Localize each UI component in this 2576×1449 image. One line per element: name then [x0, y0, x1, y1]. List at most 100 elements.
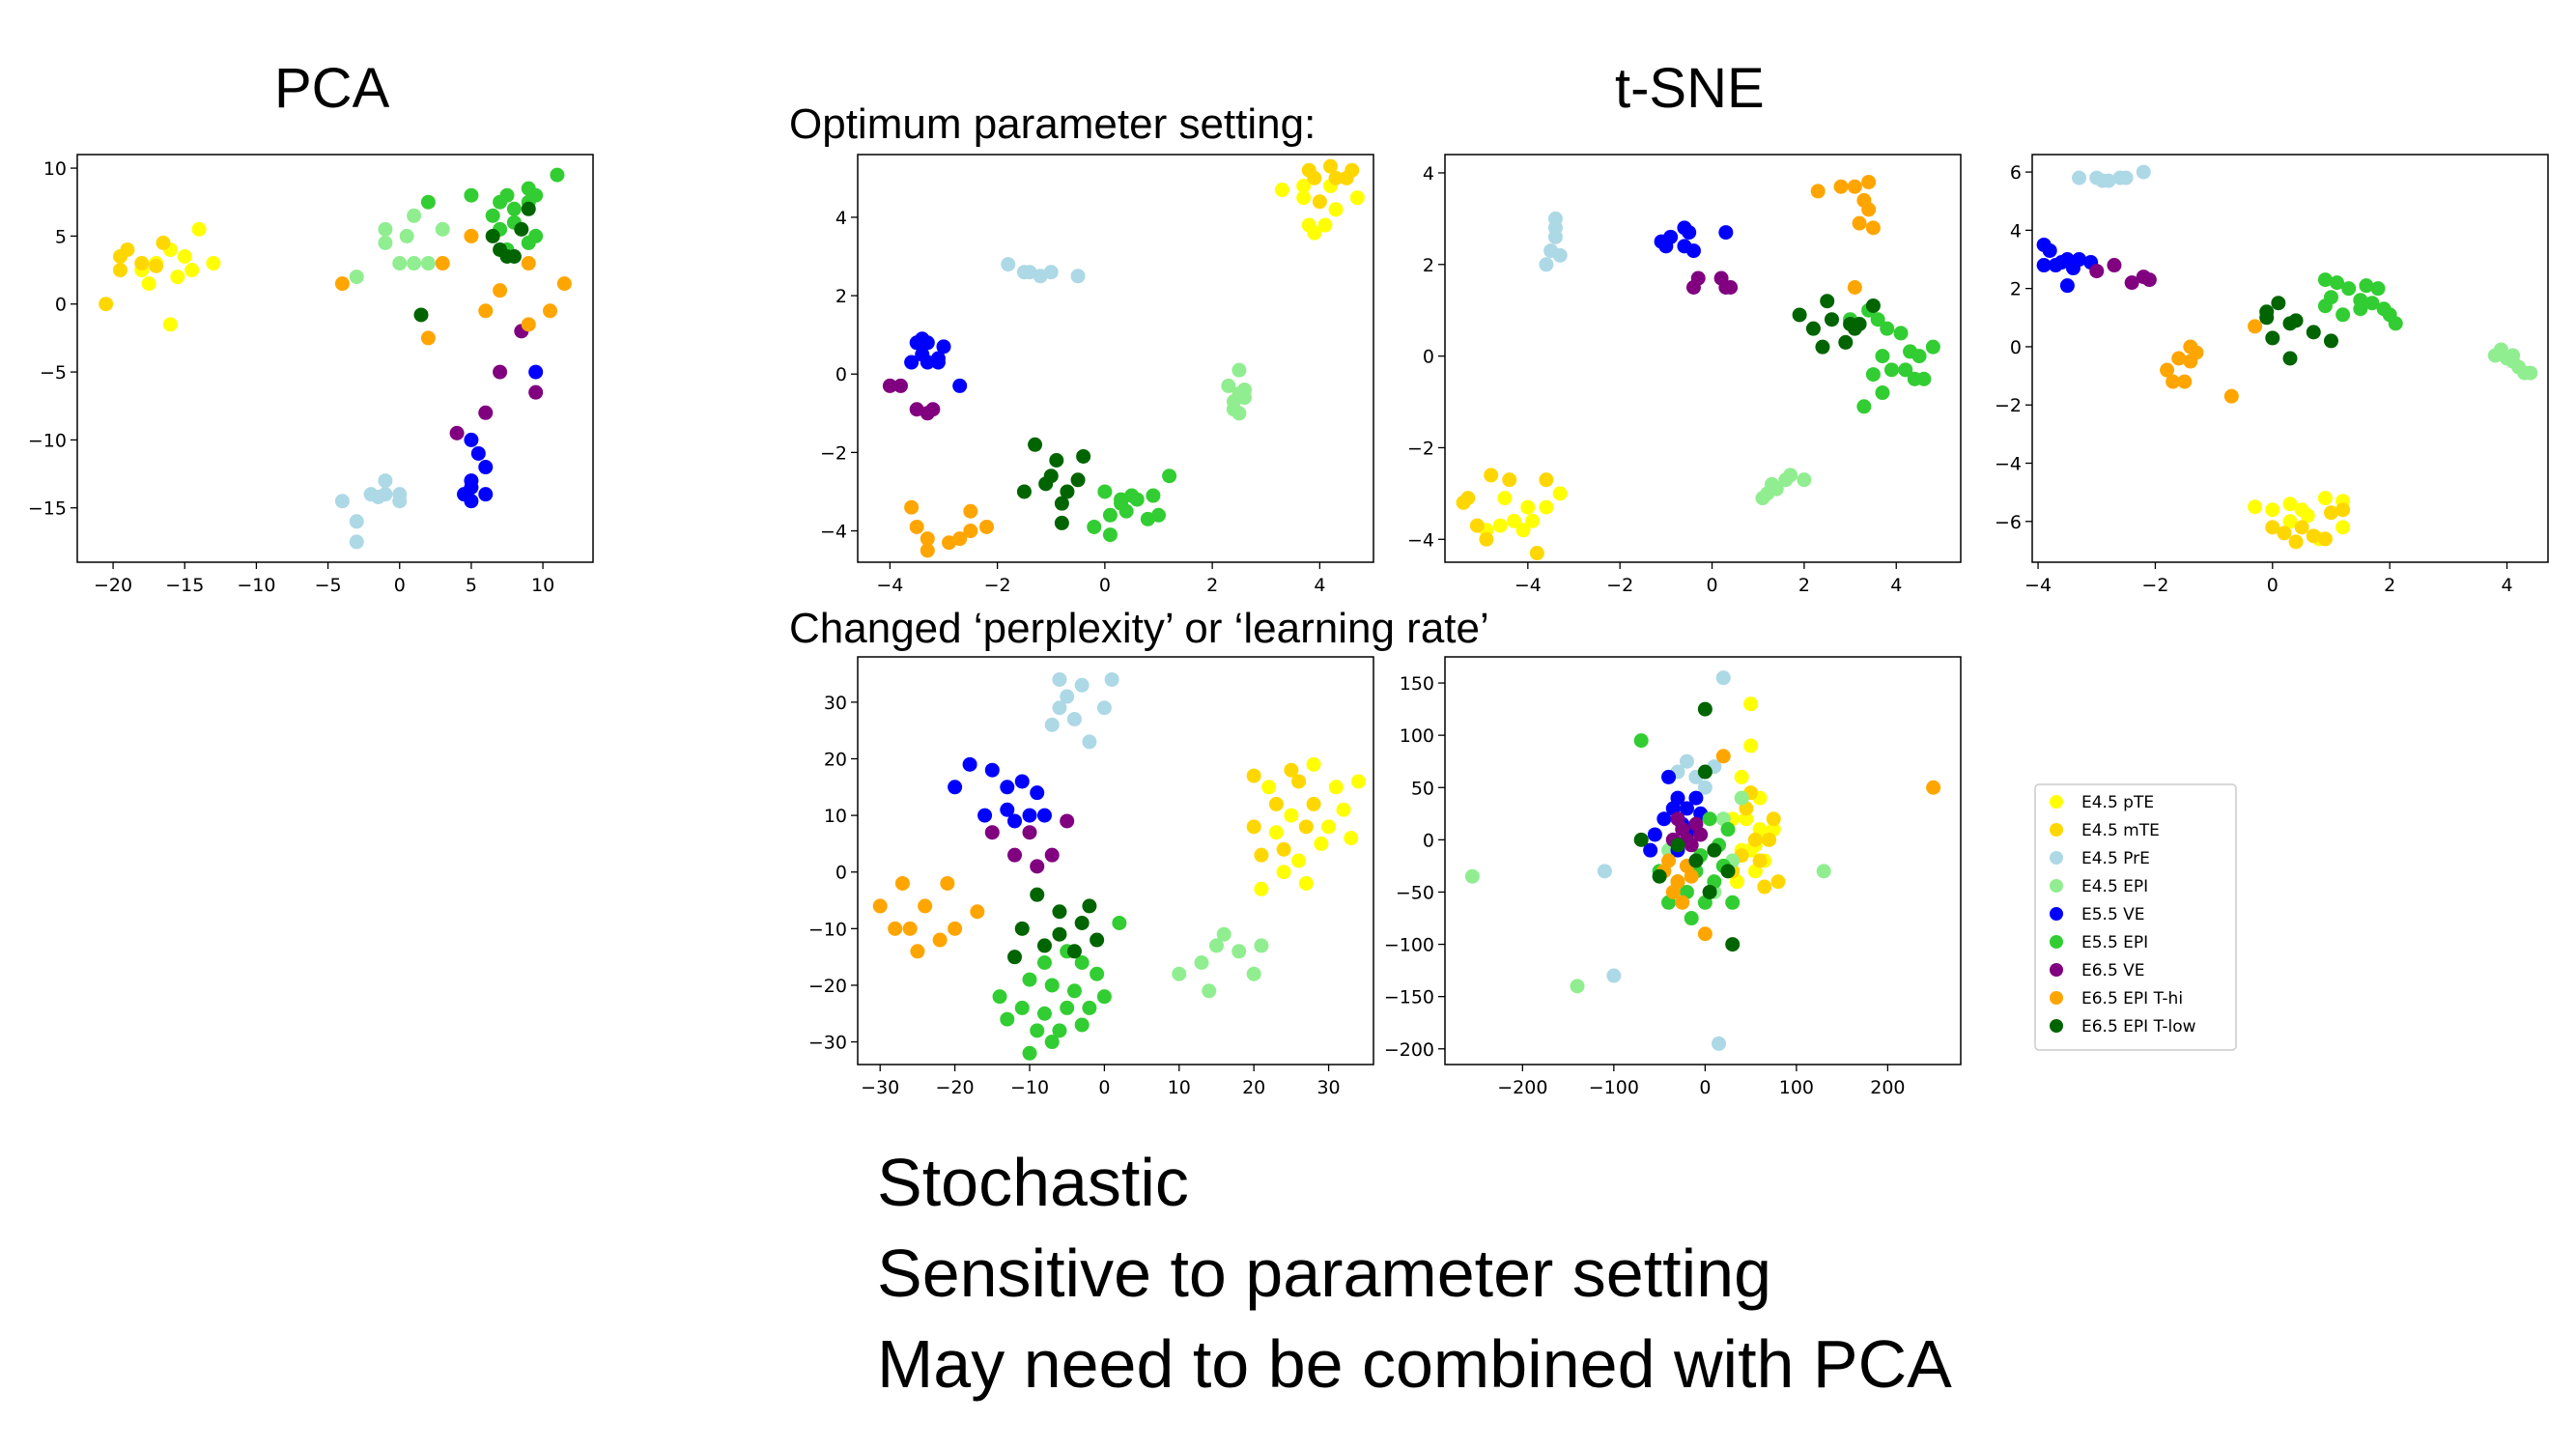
- point-e4-5-pte: [1317, 217, 1333, 233]
- x-tick-label: 4: [1890, 575, 1902, 596]
- legend: E4.5 pTE E4.5 mTE E4.5 PrE E4.5 EPI E5.5 VE E…: [2034, 783, 2237, 1051]
- point-e4-5-epi: [407, 256, 422, 271]
- point-e4-5-pte: [162, 317, 178, 332]
- point-e4-5-epi: [1464, 868, 1480, 884]
- point-e6-5-epi-t-low: [1805, 321, 1821, 336]
- point-e6-5-epi-t-hi: [940, 875, 955, 891]
- tsne-optimum-plot-2: −4 −2 0 2 4 −4 −2 0 2 4: [1407, 154, 1962, 596]
- point-e5-5-epi: [464, 187, 479, 203]
- point-e5-5-epi: [485, 208, 500, 223]
- point-e6-5-epi-t-hi: [521, 256, 536, 271]
- x-tick-label: 100: [1779, 1077, 1814, 1098]
- point-e4-5-mte: [2323, 505, 2338, 521]
- point-e4-5-pte: [1336, 802, 1351, 817]
- point-e4-5-pte: [1328, 780, 1344, 795]
- point-e6-5-epi-t-hi: [556, 276, 572, 292]
- point-e4-5-mte: [1291, 774, 1307, 789]
- point-e4-5-pre: [349, 514, 364, 529]
- point-e6-5-epi-t-low: [1820, 294, 1835, 309]
- legend-marker-e6-5-epi-t-low: [2050, 1019, 2063, 1033]
- point-e6-5-epi-t-low: [1838, 334, 1854, 350]
- point-e5-5-epi: [550, 167, 565, 183]
- x-tick-label: 0: [1699, 1077, 1711, 1098]
- point-e5-5-epi: [1898, 362, 1913, 378]
- point-e4-5-pte: [1497, 491, 1513, 506]
- legend-marker-e5-5-epi: [2050, 935, 2063, 949]
- point-e5-5-epi: [1114, 496, 1129, 511]
- point-e6-5-ve: [478, 405, 494, 420]
- point-e6-5-epi-t-hi: [2160, 362, 2175, 378]
- point-e4-5-epi: [2505, 348, 2521, 363]
- tsne-optimum-plot-1: −4 −2 0 2 4 −4 −2 0 2 4: [820, 154, 1374, 596]
- point-e4-5-pre: [1043, 265, 1059, 280]
- legend-marker-e4-5-mte: [2050, 823, 2063, 837]
- point-e5-5-epi: [1870, 312, 1885, 327]
- point-e4-5-pte: [2265, 502, 2280, 518]
- y-tick-label: −20: [808, 976, 847, 997]
- point-e5-5-epi: [1875, 349, 1890, 364]
- point-e4-5-mte: [1298, 819, 1314, 835]
- point-e4-5-pre: [334, 494, 350, 509]
- point-e6-5-ve: [1007, 847, 1023, 863]
- point-e6-5-epi-t-hi: [872, 898, 888, 914]
- legend-label-e6-5-epi-t-low: E6.5 EPI T-low: [2081, 1017, 2196, 1037]
- point-e4-5-epi: [1231, 406, 1247, 421]
- point-e6-5-epi-t-hi: [948, 921, 963, 936]
- point-e6-5-epi-t-low: [1670, 838, 1685, 853]
- point-e6-5-epi-t-low: [1054, 496, 1069, 511]
- point-e5-5-epi: [1052, 1023, 1067, 1038]
- y-tick-label: 0: [835, 364, 847, 385]
- point-e4-5-pte: [1307, 225, 1322, 241]
- x-tick-label: 0: [1098, 1077, 1110, 1098]
- point-e6-5-ve: [493, 364, 508, 380]
- point-e5-5-epi: [992, 989, 1007, 1005]
- point-e5-5-epi: [1916, 371, 1932, 386]
- point-e6-5-epi-t-low: [1720, 864, 1736, 879]
- x-tick-label: −4: [1514, 575, 1542, 596]
- point-e5-5-epi: [1000, 1011, 1015, 1027]
- plot-frame: [857, 656, 1374, 1065]
- x-tick-label: −100: [1589, 1077, 1639, 1098]
- point-e6-5-epi-t-hi: [334, 276, 350, 292]
- point-e4-5-mte: [1539, 472, 1554, 488]
- y-tick-label: −2: [1407, 438, 1434, 459]
- point-e6-5-epi-t-hi: [521, 317, 536, 332]
- point-e6-5-epi-t-low: [1066, 944, 1082, 959]
- point-e5-5-epi: [528, 228, 544, 243]
- x-tick-label: −2: [1606, 575, 1633, 596]
- point-e4-5-mte: [113, 263, 127, 278]
- point-e6-5-ve: [2089, 264, 2105, 279]
- point-e5-5-ve: [464, 480, 479, 496]
- point-e5-5-epi: [2317, 272, 2333, 288]
- point-e6-5-ve: [1044, 847, 1060, 863]
- point-e5-5-ve: [936, 339, 951, 355]
- point-e5-5-epi: [1720, 822, 1736, 838]
- point-e6-5-epi-t-hi: [420, 330, 436, 346]
- point-e4-5-pre: [1697, 780, 1713, 795]
- point-e5-5-epi: [1102, 507, 1118, 523]
- x-tick-label: 4: [1314, 575, 1325, 596]
- point-e6-5-ve: [2107, 258, 2122, 273]
- point-e4-5-pte: [1520, 499, 1536, 515]
- point-e4-5-pte: [1261, 780, 1277, 795]
- point-e4-5-epi: [1172, 966, 1187, 981]
- point-e6-5-epi-t-low: [1707, 842, 1722, 858]
- point-e5-5-epi: [1044, 978, 1060, 993]
- y-tick-label: 2: [1423, 255, 1434, 276]
- point-e4-5-pte: [141, 276, 156, 292]
- point-e4-5-pte: [206, 256, 221, 271]
- point-e6-5-epi-t-low: [1082, 898, 1097, 914]
- y-tick-label: 30: [824, 693, 847, 714]
- point-e4-5-pre: [1104, 671, 1119, 687]
- point-e4-5-pre: [2118, 170, 2134, 185]
- point-e5-5-epi: [1865, 367, 1881, 383]
- point-e5-5-epi: [1925, 339, 1940, 355]
- point-e5-5-ve: [2042, 242, 2057, 258]
- x-tick-label: −15: [165, 575, 204, 596]
- y-tick-label: 50: [1411, 778, 1434, 799]
- point-e4-5-mte: [1747, 832, 1763, 847]
- point-e4-5-pre: [1001, 257, 1016, 272]
- point-e5-5-ve: [948, 780, 963, 795]
- point-e6-5-epi-t-hi: [464, 228, 479, 243]
- point-e4-5-pre: [1052, 671, 1067, 687]
